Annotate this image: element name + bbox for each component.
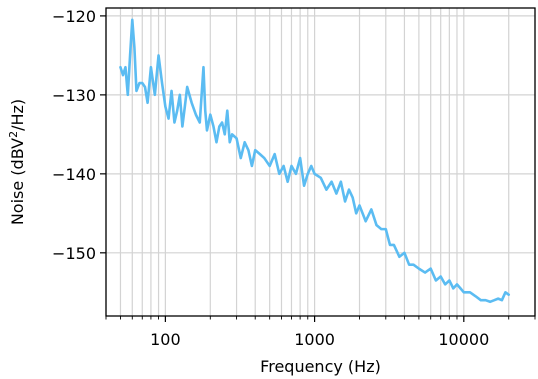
y-tick-label: −120 (52, 7, 96, 26)
y-axis-label: Noise (dBV2/Hz) (7, 99, 27, 225)
y-ticks: −120 −130 −140 −150 (52, 7, 106, 263)
y-axis-label-main: Noise (dBV (8, 138, 27, 225)
x-tick-label: 100 (150, 330, 181, 349)
data-series (119, 18, 511, 304)
grid-lines (105, 8, 536, 316)
x-ticks: 100 1000 10000 (105, 316, 536, 349)
plot-area-border (105, 7, 536, 317)
y-tick-label: −130 (52, 86, 96, 105)
noise-series-line (119, 18, 511, 304)
y-tick-label: −140 (52, 165, 96, 184)
y-axis-label-unit: /Hz) (8, 99, 27, 131)
x-axis-label: Frequency (Hz) (260, 357, 381, 376)
x-tick-label: 1000 (294, 330, 335, 349)
y-axis-label-superscript: 2 (7, 131, 20, 138)
plot-frame (105, 7, 536, 317)
y-tick-label: −150 (52, 244, 96, 263)
x-tick-label: 10000 (438, 330, 489, 349)
